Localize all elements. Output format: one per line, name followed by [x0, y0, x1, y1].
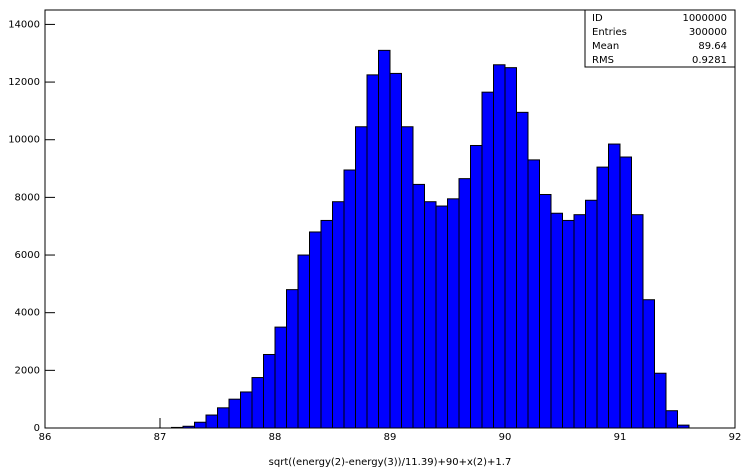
bar	[458, 178, 471, 429]
bar	[504, 67, 517, 429]
bar	[366, 74, 379, 429]
x-tick-label: 88	[269, 432, 282, 443]
x-tick-label: 89	[384, 432, 397, 443]
bar	[378, 49, 391, 429]
bar	[263, 353, 276, 429]
bar	[274, 326, 287, 429]
stats-value: 0.9281	[692, 55, 727, 66]
bar	[205, 414, 218, 429]
bar	[665, 410, 678, 429]
bar	[309, 231, 322, 429]
bar	[642, 299, 655, 429]
bar	[527, 159, 540, 429]
bar	[435, 205, 448, 429]
stats-label: Entries	[592, 27, 627, 38]
x-tick-label: 87	[154, 432, 167, 443]
bar	[297, 254, 310, 429]
x-axis-label: sqrt((energy(2)-energy(3))/11.39)+90+x(2…	[269, 457, 512, 468]
stats-label: Mean	[592, 41, 619, 52]
bar	[401, 126, 414, 429]
stats-label: RMS	[592, 55, 614, 66]
bar	[286, 289, 299, 429]
y-tick-label: 8000	[15, 192, 40, 203]
y-tick-label: 0	[34, 423, 40, 434]
bar	[539, 193, 552, 429]
stats-value: 300000	[689, 27, 727, 38]
y-tick-label: 6000	[15, 250, 40, 261]
stats-value: 1000000	[682, 13, 727, 24]
y-tick-label: 2000	[15, 365, 40, 376]
bar	[355, 126, 368, 429]
bar	[332, 201, 345, 429]
bar	[320, 219, 333, 429]
x-tick-label: 91	[614, 432, 627, 443]
bar	[562, 219, 575, 429]
bar	[493, 64, 506, 429]
bar	[654, 372, 667, 429]
stats-value: 89.64	[698, 41, 727, 52]
bar	[596, 166, 609, 429]
y-tick-label: 14000	[8, 19, 40, 30]
y-tick-label: 12000	[8, 77, 40, 88]
y-tick-label: 4000	[15, 308, 40, 319]
bar	[516, 111, 529, 429]
bar	[194, 421, 207, 429]
bar	[608, 143, 621, 429]
bar	[251, 377, 264, 429]
bar	[343, 169, 356, 429]
x-tick-label: 86	[39, 432, 52, 443]
bar	[447, 198, 460, 429]
bar	[573, 214, 586, 429]
bar	[470, 144, 483, 429]
bar	[217, 407, 230, 429]
bar	[585, 199, 598, 429]
bar	[631, 214, 644, 429]
bar	[481, 91, 494, 429]
bar	[619, 156, 632, 429]
stats-box	[584, 9, 736, 68]
bar	[550, 212, 563, 429]
stats-label: ID	[592, 13, 603, 24]
bar	[412, 183, 425, 429]
x-tick-label: 92	[729, 432, 742, 443]
bar	[228, 398, 241, 429]
y-tick-label: 10000	[8, 135, 40, 146]
x-tick-label: 90	[499, 432, 512, 443]
bar	[389, 72, 402, 429]
bar	[424, 201, 437, 429]
bar	[240, 391, 253, 429]
